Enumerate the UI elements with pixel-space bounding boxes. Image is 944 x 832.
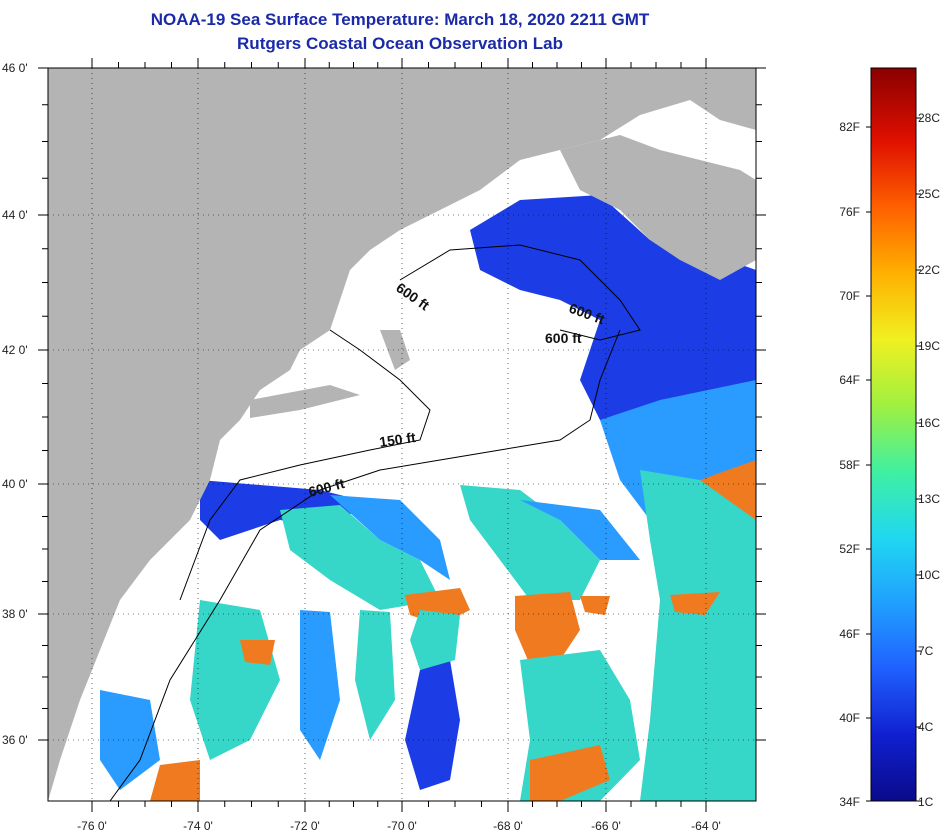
sst-south-warm-strip [240, 640, 275, 665]
colorbar-c-label: 28C [918, 111, 940, 125]
colorbar-c-label: 16C [918, 416, 940, 430]
lon-label: -74 0' [183, 819, 213, 832]
lat-label: 44 0' [2, 208, 28, 222]
colorbar-c-label: 19C [918, 339, 940, 353]
sst-swath-2 [330, 495, 450, 580]
lat-label: 42 0' [2, 343, 28, 357]
contour-600ft-gulf-of-maine [399, 244, 641, 341]
map-graticule [48, 67, 756, 801]
land-nova-scotia [560, 135, 756, 280]
sst-south-strips-4 [100, 690, 160, 790]
lon-label: -64 0' [691, 819, 721, 832]
lat-label: 40 0' [2, 477, 28, 491]
sst-swath-5 [405, 660, 460, 790]
sst-swath-8 [530, 745, 610, 801]
sst-swath-6 [410, 610, 460, 670]
contour-label-600ft-e: 600 ft [545, 330, 582, 346]
land-mainland [48, 68, 756, 801]
land-cape-cod [380, 330, 410, 370]
lon-label: -72 0' [290, 819, 320, 832]
colorbar-ticks [866, 117, 921, 802]
lon-label: -68 0' [493, 819, 523, 832]
sst-swath-1 [280, 505, 440, 610]
colorbar: 82F 76F 70F 64F 58F 52F 46F 40F 34F 28C … [839, 67, 940, 809]
lon-axis-labels: -76 0' -74 0' -72 0' -70 0' -68 0' -66 0… [77, 819, 721, 832]
sst-swath-4 [520, 500, 640, 560]
chart-title: NOAA-19 Sea Surface Temperature: March 1… [150, 10, 650, 29]
colorbar-f-label: 34F [839, 795, 860, 809]
colorbar-f-label: 70F [839, 289, 860, 303]
colorbar-c-label: 10C [918, 568, 940, 582]
chart-subtitle: Rutgers Coastal Ocean Observation Lab [237, 34, 563, 53]
colorbar-c-label: 7C [918, 644, 934, 658]
land-long-island [250, 385, 360, 418]
sst-east-lower [640, 600, 756, 801]
lat-label: 38 0' [2, 607, 28, 621]
lat-label: 46 0' [2, 61, 28, 75]
sst-warm-patch-3 [580, 596, 610, 615]
lat-label: 36 0' [2, 733, 28, 747]
sst-south-strips-3 [355, 610, 395, 740]
colorbar-f-label: 58F [839, 458, 860, 472]
sst-swath-3 [460, 485, 600, 600]
colorbar-c-label: 4C [918, 720, 934, 734]
colorbar-f-label: 40F [839, 711, 860, 725]
colorbar-c-label: 22C [918, 263, 940, 277]
colorbar-f-label: 52F [839, 542, 860, 556]
sst-east-mixed [640, 470, 756, 620]
colorbar-c-label: 13C [918, 492, 940, 506]
colorbar-gradient [870, 67, 917, 802]
sst-south-corner-warm [150, 760, 200, 801]
colorbar-c-label: 1C [918, 795, 934, 809]
lon-label: -70 0' [387, 819, 417, 832]
sst-east-warm-patch [670, 592, 720, 615]
lon-label: -76 0' [77, 819, 107, 832]
map-ticks [38, 58, 766, 812]
colorbar-f-label: 76F [839, 205, 860, 219]
colorbar-c-label: 25C [918, 187, 940, 201]
lat-axis-labels: 46 0' 44 0' 42 0' 40 0' 38 0' 36 0' [2, 61, 28, 747]
colorbar-f-label: 82F [839, 120, 860, 134]
contour-150ft [179, 329, 431, 601]
colorbar-f-label: 64F [839, 373, 860, 387]
lon-label: -66 0' [591, 819, 621, 832]
sst-warm-patch-2 [515, 592, 580, 665]
contour-600ft-shelf-break [109, 329, 621, 801]
contour-label-150ft: 150 ft [378, 429, 417, 450]
sst-south-strips-2 [300, 610, 340, 760]
colorbar-f-label: 46F [839, 627, 860, 641]
